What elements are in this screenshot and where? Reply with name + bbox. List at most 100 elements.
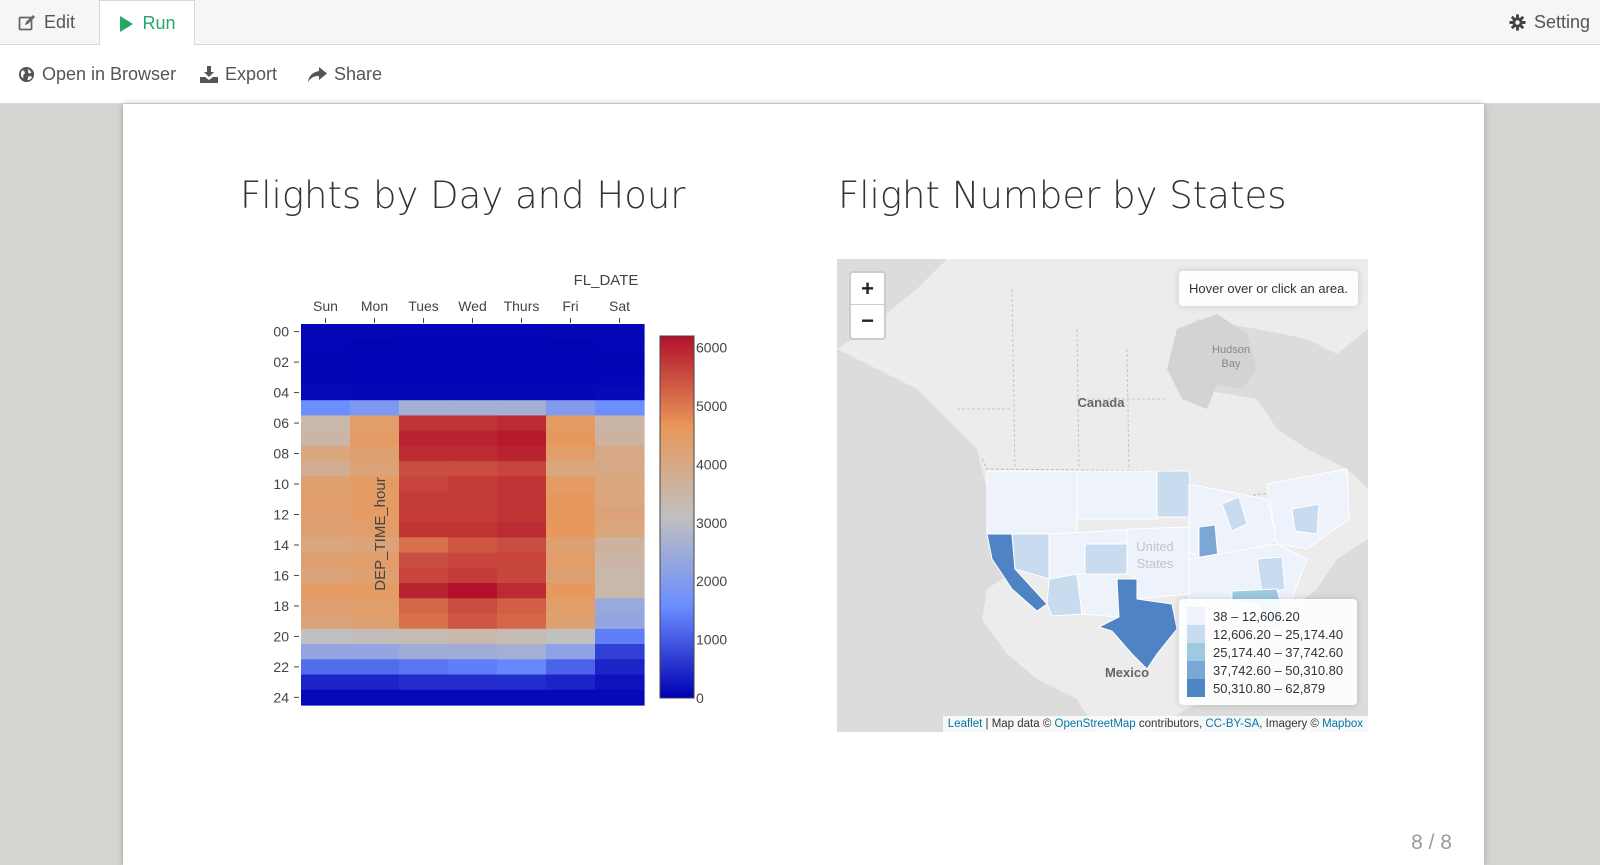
heatmap-cell [301,369,351,386]
heatmap-cell [399,369,449,386]
heatmap-x-tick-label: Sat [609,298,630,314]
heatmap-cells [301,324,645,706]
heatmap-y-tick-label: 24 [273,689,289,705]
heatmap-y-tick-label: 16 [273,567,289,583]
heatmap-y-tick-label: 04 [273,385,289,401]
heatmap-cell [595,354,645,371]
heatmap-cell [448,613,498,630]
heatmap-cell [546,324,596,340]
heatmap-cell [546,354,596,371]
open-in-browser-button[interactable]: Open in Browser [18,45,176,104]
heatmap-cell [350,445,400,462]
heatmap-cell [546,583,596,599]
heatmap-cell [497,537,547,554]
heatmap-cell [595,613,645,630]
heatmap-cell [595,491,645,508]
heatmap-cell [448,567,498,584]
heatmap-x-ticks: Sun Mon Tues Wed Thurs Fri Sat [313,298,630,323]
heatmap-cell [301,674,351,691]
legend-row: 38 – 12,606.20 [1187,607,1349,625]
heatmap-x-tick-label: Tues [408,298,439,314]
heatmap-y-ticks: 00 02 04 06 08 10 12 14 16 18 20 22 24 [273,324,299,705]
heatmap-cell [301,537,351,554]
colorbar-tick-label: 6000 [696,340,727,356]
heatmap-cell [350,430,400,447]
heatmap-cell [546,384,596,401]
openstreetmap-link[interactable]: OpenStreetMap [1054,718,1136,730]
heatmap-cell [301,522,351,538]
heatmap-x-tick-label: Fri [562,298,578,314]
heatmap-cell [350,689,400,706]
heatmap-colorbar: 0 1000 2000 3000 4000 5000 6000 [659,335,727,706]
tab-run[interactable]: Run [99,0,195,46]
heatmap-cell [399,628,449,645]
heatmap-chart: Sun Mon Tues Wed Thurs Fri Sat 00 02 04 06 08 10 12 1… [273,272,727,706]
heatmap-cell [448,506,498,523]
heatmap-cell [546,445,596,462]
legend-row: 12,606.20 – 25,174.40 [1187,625,1349,643]
colorbar-bar [659,335,695,699]
heatmap-cell [301,415,351,432]
heatmap-cell [350,506,400,523]
colorbar-tick-label: 0 [696,690,704,706]
heatmap-cell [595,644,645,660]
heatmap-cell [595,339,645,356]
cc-by-sa-link[interactable]: CC-BY-SA [1205,718,1260,730]
heatmap-cell [399,491,449,508]
setting-button[interactable]: Setting [1509,0,1590,45]
leaflet-link[interactable]: Leaflet [947,718,983,730]
heatmap-x-tick-label: Mon [361,298,388,314]
heatmap-cell [595,415,645,432]
heatmap-cell [497,400,547,417]
heatmap-cell [448,476,498,493]
heatmap-cell [546,491,596,508]
heatmap-cell [448,430,498,447]
mapbox-link[interactable]: Mapbox [1322,718,1363,730]
state-new-mexico [1076,573,1120,618]
heatmap-cell [497,659,547,676]
heatmap-y-tick-label: 02 [273,354,289,370]
heatmap-cell [497,567,547,584]
heatmap-y-tick-label: 06 [273,415,289,431]
legend-row: 50,310.80 – 62,879 [1187,679,1349,697]
heatmap-cell [399,674,449,691]
heatmap-cell [350,674,400,691]
heatmap-cell [301,354,351,371]
heatmap-cell [448,354,498,371]
us-states [986,468,1350,670]
heatmap-cell [448,324,498,340]
heatmap-cell [497,674,547,691]
heatmap-cell [595,537,645,554]
heatmap-cell [399,339,449,356]
setting-label: Setting [1533,12,1590,32]
toolbar: Open in Browser Export Share [0,45,1600,104]
state-region-northwest [986,470,1078,535]
heatmap-cell [350,644,400,660]
tab-edit[interactable]: Edit [18,0,75,45]
heatmap-cell [448,461,498,477]
heatmap-cell [546,598,596,615]
colorbar-tick-label: 4000 [696,456,727,472]
heatmap-cell [350,552,400,569]
heatmap-cell [595,324,645,340]
heatmap-cell [595,598,645,615]
map-widget[interactable]: Hudson Bay Canada United States Mexico +… [837,259,1368,732]
heatmap-cell [399,613,449,630]
heatmap-cell [399,354,449,371]
map-label-us-line1: United [1136,539,1174,554]
export-button[interactable]: Export [200,45,277,104]
heatmap-cell [350,491,400,508]
zoom-in-button[interactable]: + [851,273,884,305]
heatmap-cell [399,384,449,401]
heatmap-cell [497,613,547,630]
legend-row: 25,174.40 – 37,742.60 [1187,643,1349,661]
zoom-out-button[interactable]: − [861,308,874,333]
heatmap-cell [448,491,498,508]
state-arizona [1046,573,1083,617]
heatmap-x-tick-label: Sun [313,298,338,314]
heatmap-cell [350,354,400,371]
heatmap-cell [448,415,498,432]
heatmap-cell [301,613,351,630]
share-button[interactable]: Share [308,45,382,104]
heatmap-cell [595,476,645,493]
